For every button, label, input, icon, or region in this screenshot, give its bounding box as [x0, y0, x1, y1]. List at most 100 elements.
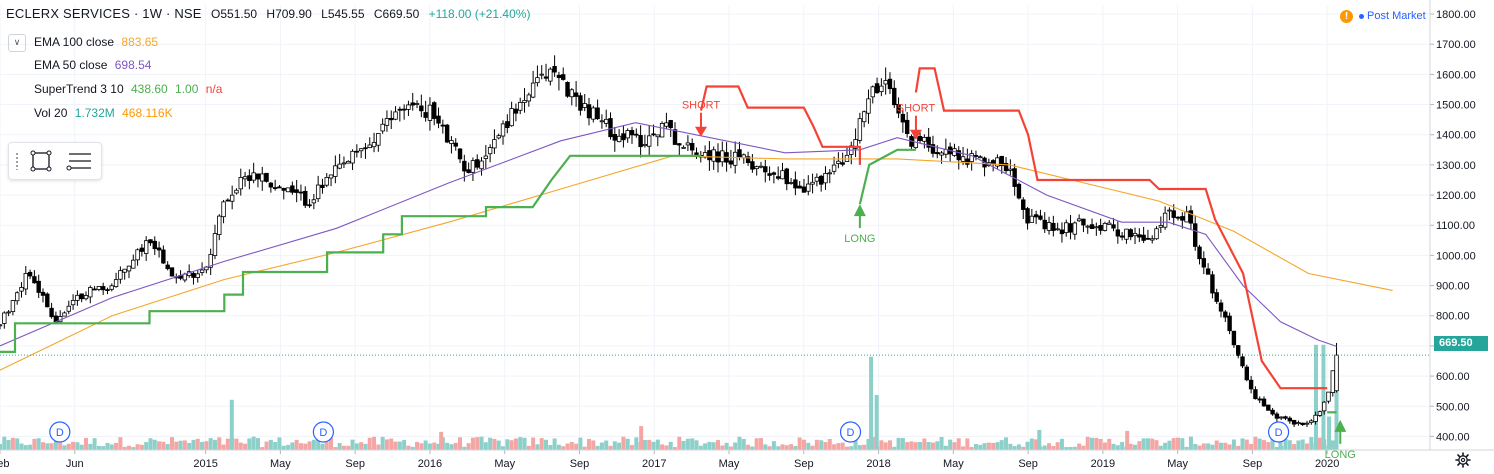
y-tick-label: 900.00 [1436, 281, 1470, 293]
candle-body [625, 130, 630, 139]
candle-body [139, 247, 145, 252]
settings-gear-icon[interactable] [1455, 452, 1471, 468]
candle-body [281, 187, 286, 191]
candle-body [83, 295, 89, 300]
volume-bar [1012, 446, 1017, 450]
candle-body [131, 259, 136, 269]
volume-bar [956, 438, 961, 450]
y-tick-label: 1300.00 [1436, 160, 1476, 172]
volume-bar [672, 447, 677, 450]
volume-bar [1072, 446, 1077, 450]
volume-bar [1317, 437, 1322, 450]
candle-body [1334, 354, 1339, 392]
candle-body [1141, 234, 1146, 241]
volume-bar [15, 438, 20, 450]
volume-bar [789, 444, 794, 450]
candle-body [745, 156, 751, 163]
post-market-indicator[interactable]: ! Post Market [1340, 10, 1426, 23]
volume-bar [784, 445, 789, 450]
volume-bar [595, 445, 600, 450]
volume-bar [439, 431, 444, 450]
parallel-lines-tool-icon[interactable] [65, 147, 93, 175]
candle-body [926, 136, 931, 148]
candle-body [36, 280, 41, 293]
indicator-label: Vol 20 [34, 106, 68, 120]
volume-bar [458, 437, 463, 450]
volume-bar [1145, 438, 1150, 450]
candle-body [573, 92, 579, 97]
candle-body [290, 185, 295, 193]
volume-bar [221, 444, 226, 450]
volume-bar [286, 444, 291, 450]
volume-bar [853, 437, 858, 450]
volume-bar [384, 439, 389, 450]
indicator-supertrend[interactable]: SuperTrend 3 10 438.60 1.00 n/a [34, 82, 222, 96]
volume-bar [1090, 437, 1095, 450]
candle-body [1068, 223, 1073, 233]
dividend-marker [1267, 421, 1290, 443]
candle-body [797, 185, 802, 189]
volume-bar [1085, 436, 1090, 450]
rectangle-tool-icon[interactable] [27, 147, 55, 175]
candle-body [397, 108, 403, 111]
volume-bar [801, 439, 806, 450]
volume-bar [879, 440, 884, 450]
post-market-label: Post Market [1367, 10, 1426, 22]
indicator-ema100[interactable]: ∨ EMA 100 close 883.65 [8, 34, 158, 52]
volume-bar [126, 445, 131, 450]
candle-body [892, 87, 897, 106]
volume-bar [75, 442, 80, 450]
volume-bar [711, 442, 716, 450]
volume-bar [1137, 441, 1142, 450]
volume-bar [255, 438, 260, 450]
volume-bar [639, 426, 644, 450]
volume-bar [918, 442, 923, 450]
candle-body [367, 144, 372, 148]
volume-bar [827, 438, 832, 450]
volume-bar [505, 439, 510, 450]
volume-bar [389, 438, 394, 450]
volume-bar [71, 441, 76, 450]
candle-body [1300, 422, 1305, 426]
candle-body [1236, 345, 1241, 356]
indicator-ema50[interactable]: EMA 50 close 698.54 [34, 58, 151, 72]
candle-body [66, 305, 71, 312]
candle-body [754, 166, 759, 170]
volume-bar [655, 439, 660, 450]
volume-bar [32, 438, 37, 450]
drag-handle[interactable] [15, 152, 19, 170]
collapse-legend-button[interactable]: ∨ [8, 34, 26, 52]
volume-bar [1004, 437, 1009, 450]
warning-icon[interactable]: ! [1340, 10, 1353, 23]
indicator-volume[interactable]: Vol 20 1.732M 468.116K [34, 106, 173, 120]
candle-body [1180, 216, 1185, 221]
volume-bar [212, 439, 217, 450]
candle-body [1029, 215, 1035, 223]
candle-body [604, 118, 609, 124]
volume-bar [161, 441, 166, 450]
volume-bar [930, 442, 935, 450]
y-tick-label: 600.00 [1436, 371, 1470, 383]
volume-bar [857, 445, 862, 450]
candle-body [634, 133, 639, 136]
volume-bar [1219, 442, 1224, 450]
y-tick-label: 800.00 [1436, 311, 1470, 323]
volume-bar [926, 442, 931, 450]
volume-bar [900, 437, 905, 450]
volume-bar [488, 437, 493, 450]
volume-bar [995, 442, 1000, 450]
drawing-toolbox[interactable] [8, 142, 102, 180]
volume-bar [341, 445, 346, 450]
volume-bar [819, 440, 824, 450]
candle-body [195, 273, 200, 278]
candle-body [831, 164, 837, 172]
candle-body [135, 249, 140, 261]
candle-body [346, 160, 351, 164]
volume-bar [1008, 443, 1013, 450]
volume-bar [1227, 444, 1232, 450]
volume-bar [492, 438, 497, 450]
volume-bar [612, 441, 617, 450]
volume-bar [720, 445, 725, 450]
candle-body [689, 143, 695, 151]
